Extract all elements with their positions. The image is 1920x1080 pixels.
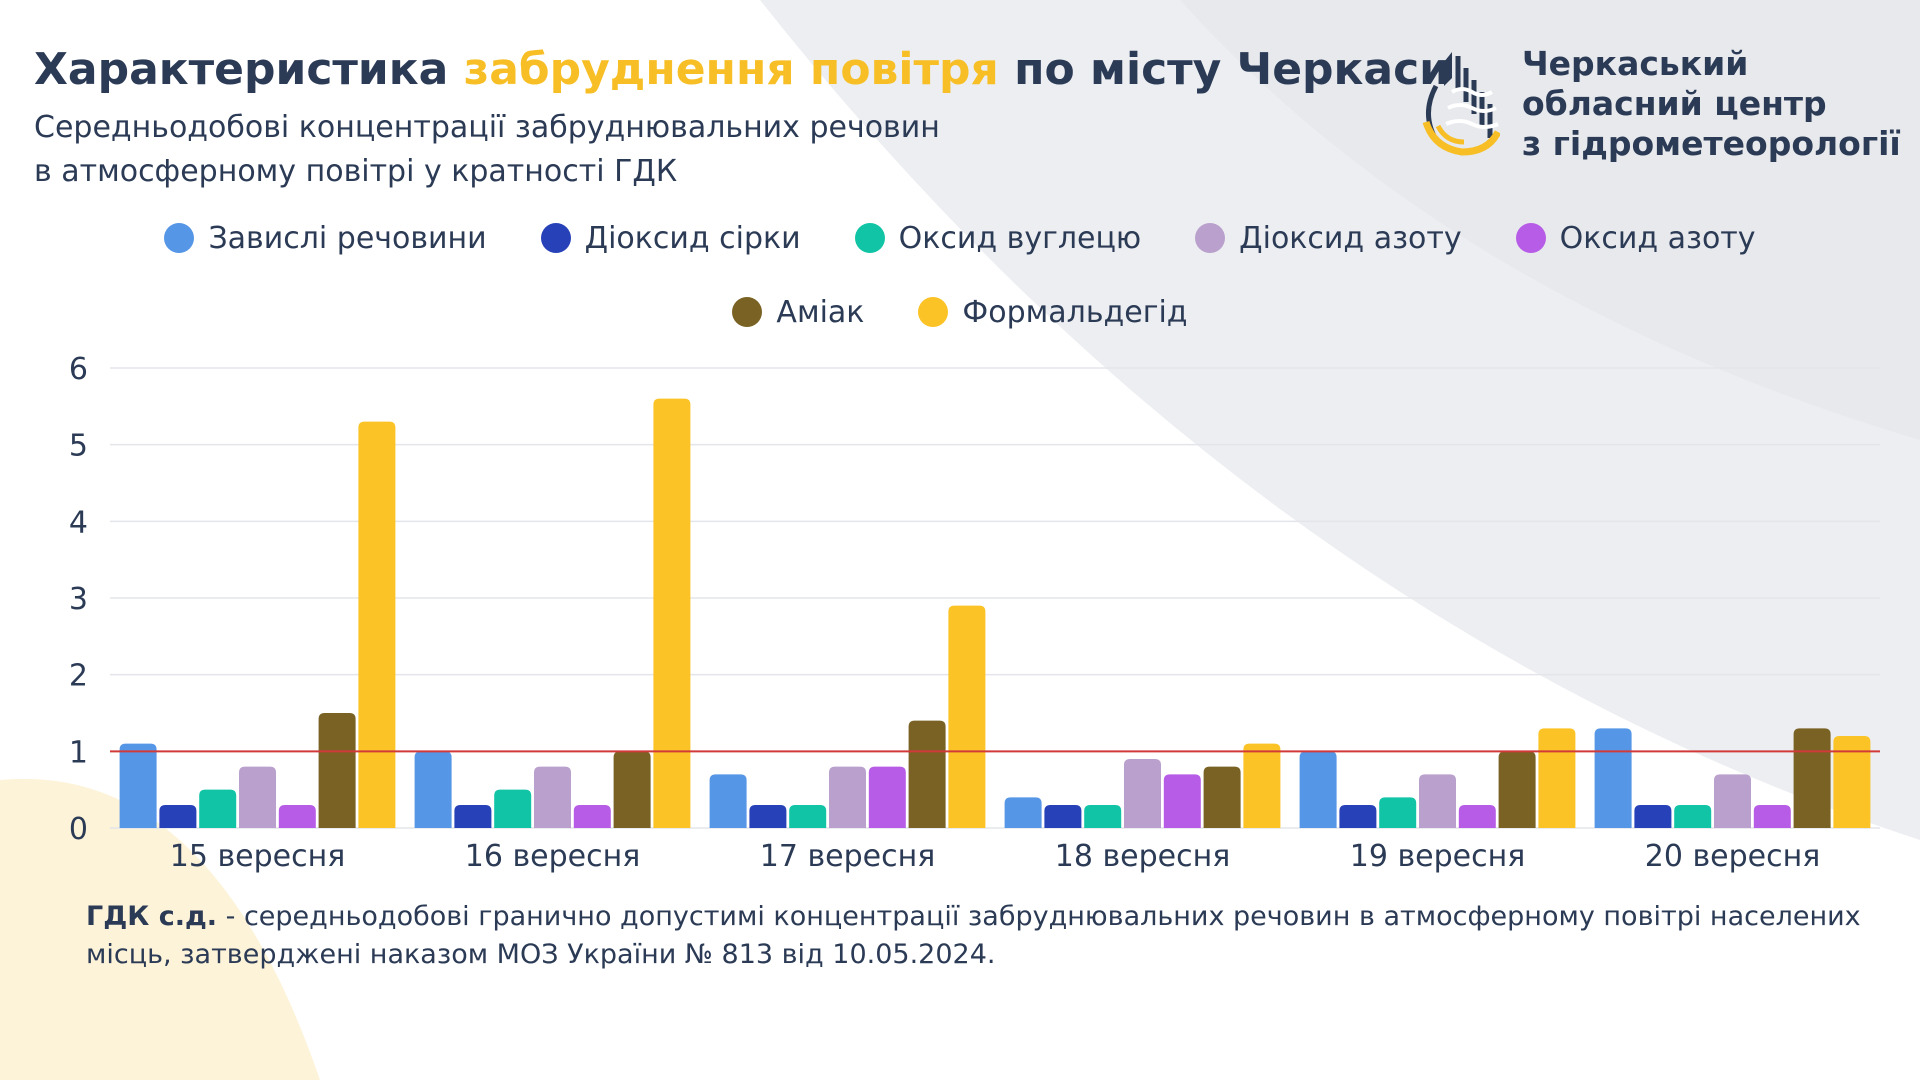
bar-5 xyxy=(868,766,906,828)
title-text-end: по місту Черкаси xyxy=(998,44,1451,95)
background-arc-shape-inner xyxy=(900,0,1920,440)
legend-swatch xyxy=(918,297,949,327)
legend-row: Аміак Формальдегід xyxy=(0,284,1920,340)
bar-2 xyxy=(454,805,492,828)
x-tick-label: 16 вересня xyxy=(465,839,641,874)
x-tick-label: 15 вересня xyxy=(170,839,346,874)
legend-item: Оксид азоту xyxy=(1515,220,1756,256)
page-subtitle: Середньодобові концентрації забруднюваль… xyxy=(34,106,940,194)
organization-name: Черкаський обласний центр з гідрометеоро… xyxy=(1522,44,1901,164)
bar-7 xyxy=(1243,743,1281,828)
legend-label: Формальдегід xyxy=(962,294,1188,330)
y-tick-label: 5 xyxy=(69,429,88,464)
legend-swatch xyxy=(540,223,571,253)
legend-item: Оксид вуглецю xyxy=(854,220,1142,256)
legend-swatch xyxy=(1195,223,1226,253)
organization-logo: Черкаський обласний центр з гідрометеоро… xyxy=(1422,44,1920,164)
legend-label: Завислі речовини xyxy=(208,220,487,256)
bar-3 xyxy=(199,789,237,828)
legend-label: Діоксид азоту xyxy=(1239,220,1462,256)
legend-item: Формальдегід xyxy=(918,294,1188,330)
bar-6 xyxy=(613,751,651,828)
legend-swatch xyxy=(164,223,195,253)
bar-7 xyxy=(1538,728,1576,828)
background-curve-yellow xyxy=(0,778,320,1080)
bar-2 xyxy=(749,805,787,828)
bar-2 xyxy=(1339,805,1377,828)
bar-6 xyxy=(1793,728,1831,828)
x-tick-label: 19 вересня xyxy=(1350,839,1526,874)
bar-7 xyxy=(653,398,691,828)
x-tick-label: 17 вересня xyxy=(760,839,936,874)
y-tick-label: 3 xyxy=(69,582,88,617)
bar-3 xyxy=(1084,805,1122,828)
bar-3 xyxy=(789,805,827,828)
bar-4 xyxy=(1714,774,1751,828)
bar-1 xyxy=(1299,751,1337,828)
bar-3 xyxy=(1379,797,1417,828)
bar-7 xyxy=(358,421,396,828)
legend-swatch xyxy=(1515,223,1546,253)
bar-5 xyxy=(573,805,611,828)
bar-4 xyxy=(1124,759,1161,828)
legend-label: Аміак xyxy=(776,294,865,330)
y-tick-label: 1 xyxy=(69,735,88,770)
bar-1 xyxy=(1594,728,1632,828)
legend-label: Оксид вуглецю xyxy=(898,220,1142,256)
legend-item: Завислі речовини xyxy=(164,220,487,256)
legend-item: Діоксид азоту xyxy=(1195,220,1462,256)
bar-7 xyxy=(948,605,986,828)
logo-line-2: обласний центр xyxy=(1522,84,1827,123)
bar-5 xyxy=(278,805,316,828)
bar-6 xyxy=(318,713,356,828)
bar-4 xyxy=(829,766,866,828)
bar-3 xyxy=(494,789,532,828)
bar-5 xyxy=(1753,805,1791,828)
bar-5 xyxy=(1458,805,1496,828)
x-tick-label: 18 вересня xyxy=(1055,839,1231,874)
bar-chart: 0 1 2 3 4 5 6 15 вересня 16 вересня 17 вересня 18 … xyxy=(69,352,1880,874)
bar-2 xyxy=(1634,805,1672,828)
legend-item: Аміак xyxy=(732,295,864,330)
logo-line-3: з гідрометеорології xyxy=(1522,124,1901,163)
page-title: Характеристика забруднення повітря по мі… xyxy=(34,44,1450,95)
subtitle-line-1: Середньодобові концентрації забруднюваль… xyxy=(34,110,940,145)
bar-5 xyxy=(1163,774,1201,828)
legend-swatch xyxy=(854,223,885,253)
bar-6 xyxy=(1498,751,1536,828)
chart-legend: Завислі речовини Діоксид сірки Оксид вугле… xyxy=(0,210,1920,340)
bar-2 xyxy=(1044,805,1082,828)
legend-label: Оксид азоту xyxy=(1559,220,1756,256)
bar-3 xyxy=(1674,805,1712,828)
water-drop-logo-icon xyxy=(1422,52,1500,156)
y-tick-label: 4 xyxy=(69,505,88,540)
legend-item: Діоксид сірки xyxy=(540,220,801,256)
legend-swatch xyxy=(732,297,763,327)
bar-7 xyxy=(1833,736,1871,828)
bar-1 xyxy=(709,774,747,828)
bar-6 xyxy=(1203,766,1241,828)
y-tick-label: 0 xyxy=(69,812,88,847)
x-tick-label: 20 вересня xyxy=(1645,839,1821,874)
bar-1 xyxy=(414,751,452,828)
footnote-term: ГДК с.д. xyxy=(86,901,218,932)
title-text-start: Характеристика xyxy=(34,44,464,95)
bar-1 xyxy=(119,743,157,828)
legend-row: Завислі речовини Діоксид сірки Оксид вугле… xyxy=(0,210,1920,266)
legend-label: Діоксид сірки xyxy=(584,220,801,256)
subtitle-line-2: в атмосферному повітрі у кратності ГДК xyxy=(34,154,678,189)
footnote: ГДК с.д. - середньодобові гранично допус… xyxy=(86,898,1886,974)
title-highlight: забруднення повітря xyxy=(463,44,999,95)
bar-4 xyxy=(239,766,276,828)
bar-4 xyxy=(534,766,571,828)
footnote-text: - середньодобові гранично допустимі конц… xyxy=(86,901,1861,970)
logo-line-1: Черкаський xyxy=(1522,44,1749,83)
bar-1 xyxy=(1004,797,1042,828)
bar-4 xyxy=(1419,774,1456,828)
bar-6 xyxy=(908,720,946,828)
y-tick-label: 2 xyxy=(69,659,88,694)
bar-2 xyxy=(159,805,197,828)
y-tick-label: 6 xyxy=(69,352,88,387)
